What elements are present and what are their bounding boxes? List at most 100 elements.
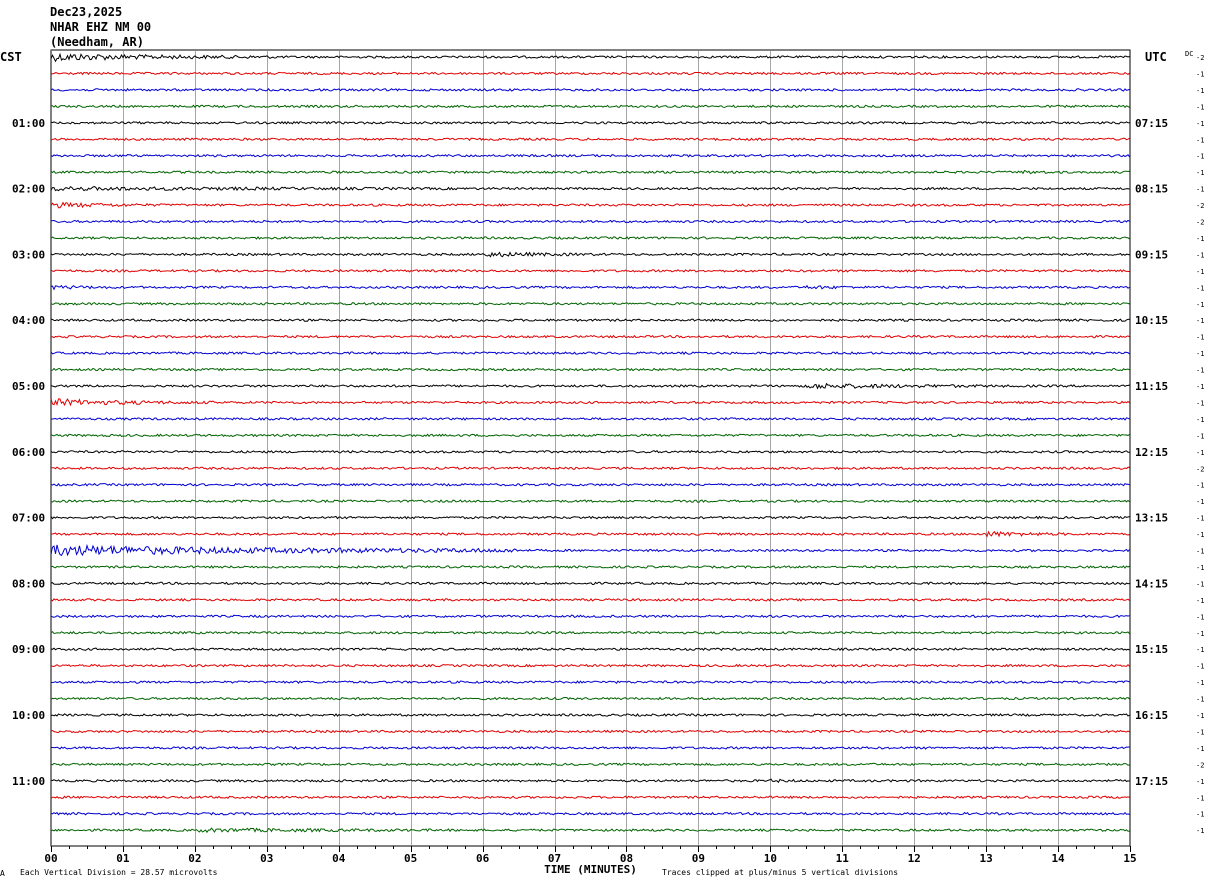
dc-offset-label: -1 <box>1196 268 1204 276</box>
dc-offset-label: -1 <box>1196 87 1204 95</box>
dc-offset-label: -1 <box>1196 498 1204 506</box>
trace-row <box>50 417 1130 421</box>
right-hour-label: 09:15 <box>1135 248 1168 261</box>
dc-offset-label: -1 <box>1196 548 1204 556</box>
trace-row <box>50 729 1130 734</box>
dc-offset-label: -1 <box>1196 663 1204 671</box>
trace-row <box>50 351 1130 356</box>
trace-row <box>50 530 1130 538</box>
dc-offset-label: -1 <box>1196 432 1204 440</box>
trace-row <box>50 137 1130 142</box>
dc-offset-label: -1 <box>1196 136 1204 144</box>
dc-offset-label: -1 <box>1196 235 1204 243</box>
corner-mark: A <box>0 869 5 878</box>
dc-offset-label: -1 <box>1196 679 1204 687</box>
date-label: Dec23,2025 <box>50 5 123 19</box>
left-hour-label: 08:00 <box>12 577 45 590</box>
dc-offset-label: -1 <box>1196 367 1204 375</box>
trace-row <box>50 284 1130 291</box>
left-hour-label: 05:00 <box>12 380 45 393</box>
trace-row <box>50 104 1130 109</box>
trace-row <box>50 597 1130 602</box>
dc-offset-label: -1 <box>1196 630 1204 638</box>
dc-offset-label: -1 <box>1196 613 1204 621</box>
x-tick-label: 08 <box>620 852 633 865</box>
dc-offset-label: -1 <box>1196 811 1204 819</box>
dc-offset-label: -1 <box>1196 301 1204 309</box>
x-tick-label: 03 <box>260 852 273 865</box>
left-hour-label: 06:00 <box>12 446 45 459</box>
dc-offset-label: -2 <box>1196 202 1204 210</box>
trace-row <box>50 251 1130 258</box>
trace-row <box>50 52 1130 63</box>
left-hour-label: 11:00 <box>12 775 45 788</box>
dc-offset-label: -1 <box>1196 416 1204 424</box>
dc-offset-label: -2 <box>1196 465 1204 473</box>
trace-row <box>50 367 1130 372</box>
dc-offset-label: -1 <box>1196 482 1204 490</box>
dc-offset-label: -1 <box>1196 564 1204 572</box>
clip-note: Traces clipped at plus/minus 5 vertical … <box>662 868 899 877</box>
right-hour-label: 15:15 <box>1135 643 1168 656</box>
right-hour-label: 10:15 <box>1135 314 1168 327</box>
left-hour-label: 02:00 <box>12 183 45 196</box>
x-tick-label: 15 <box>1123 852 1136 865</box>
trace-row <box>50 236 1130 240</box>
trace-row <box>50 219 1130 224</box>
trace-row <box>50 169 1130 175</box>
trace-row <box>50 449 1130 454</box>
left-hour-label: 04:00 <box>12 314 45 327</box>
trace-row <box>50 515 1130 520</box>
location-label: (Needham, AR) <box>50 35 144 49</box>
trace-row <box>50 696 1130 701</box>
dc-offset-label: -1 <box>1196 334 1204 342</box>
dc-offset-label: -2 <box>1196 54 1204 62</box>
dc-offset-label: -1 <box>1196 712 1204 720</box>
dc-offset-label: -1 <box>1196 251 1204 259</box>
dc-offset-label: -1 <box>1196 70 1204 78</box>
right-hour-label: 13:15 <box>1135 512 1168 525</box>
right-hour-label: 16:15 <box>1135 709 1168 722</box>
trace-row <box>50 120 1130 125</box>
dc-offset-label: -1 <box>1196 103 1204 111</box>
x-tick-label: 01 <box>116 852 130 865</box>
dc-offset-label: -1 <box>1196 449 1204 457</box>
dc-offset-label: -1 <box>1196 317 1204 325</box>
dc-offset-label: -1 <box>1196 515 1204 523</box>
right-hour-label: 17:15 <box>1135 775 1168 788</box>
dc-offset-label: -1 <box>1196 169 1204 177</box>
trace-row <box>50 382 1130 390</box>
dc-offset-label: -1 <box>1196 580 1204 588</box>
dc-offset-label: -1 <box>1196 284 1204 292</box>
trace-row <box>50 71 1130 76</box>
dc-offset-label: -2 <box>1196 761 1204 769</box>
x-tick-label: 11 <box>836 852 850 865</box>
left-hour-label: 10:00 <box>12 709 45 722</box>
trace-row <box>50 499 1130 504</box>
trace-row <box>50 186 1130 192</box>
trace-row <box>50 713 1130 717</box>
x-tick-label: 02 <box>188 852 201 865</box>
right-hour-label: 11:15 <box>1135 380 1168 393</box>
dc-offset-label: -1 <box>1196 350 1204 358</box>
division-note: Each Vertical Division = 28.57 microvolt… <box>20 868 218 877</box>
dc-offset-label: -1 <box>1196 120 1204 128</box>
right-hour-label: 14:15 <box>1135 577 1168 590</box>
trace-row <box>50 811 1130 816</box>
trace-row <box>50 663 1130 668</box>
dc-offset-label: -1 <box>1196 745 1204 753</box>
right-hour-label: 08:15 <box>1135 183 1168 196</box>
x-tick-label: 14 <box>1051 852 1065 865</box>
dc-label: DC <box>1185 50 1193 58</box>
trace-group <box>50 52 1130 834</box>
trace-row <box>50 680 1130 684</box>
trace-row <box>50 581 1130 586</box>
x-tick-label: 12 <box>908 852 921 865</box>
left-hour-label: 07:00 <box>12 512 45 525</box>
right-hour-label: 12:15 <box>1135 446 1168 459</box>
right-hour-label: 07:15 <box>1135 117 1168 130</box>
dc-offset-label: -1 <box>1196 827 1204 835</box>
minute-grid <box>50 49 1131 852</box>
plot-frame <box>50 49 1131 847</box>
